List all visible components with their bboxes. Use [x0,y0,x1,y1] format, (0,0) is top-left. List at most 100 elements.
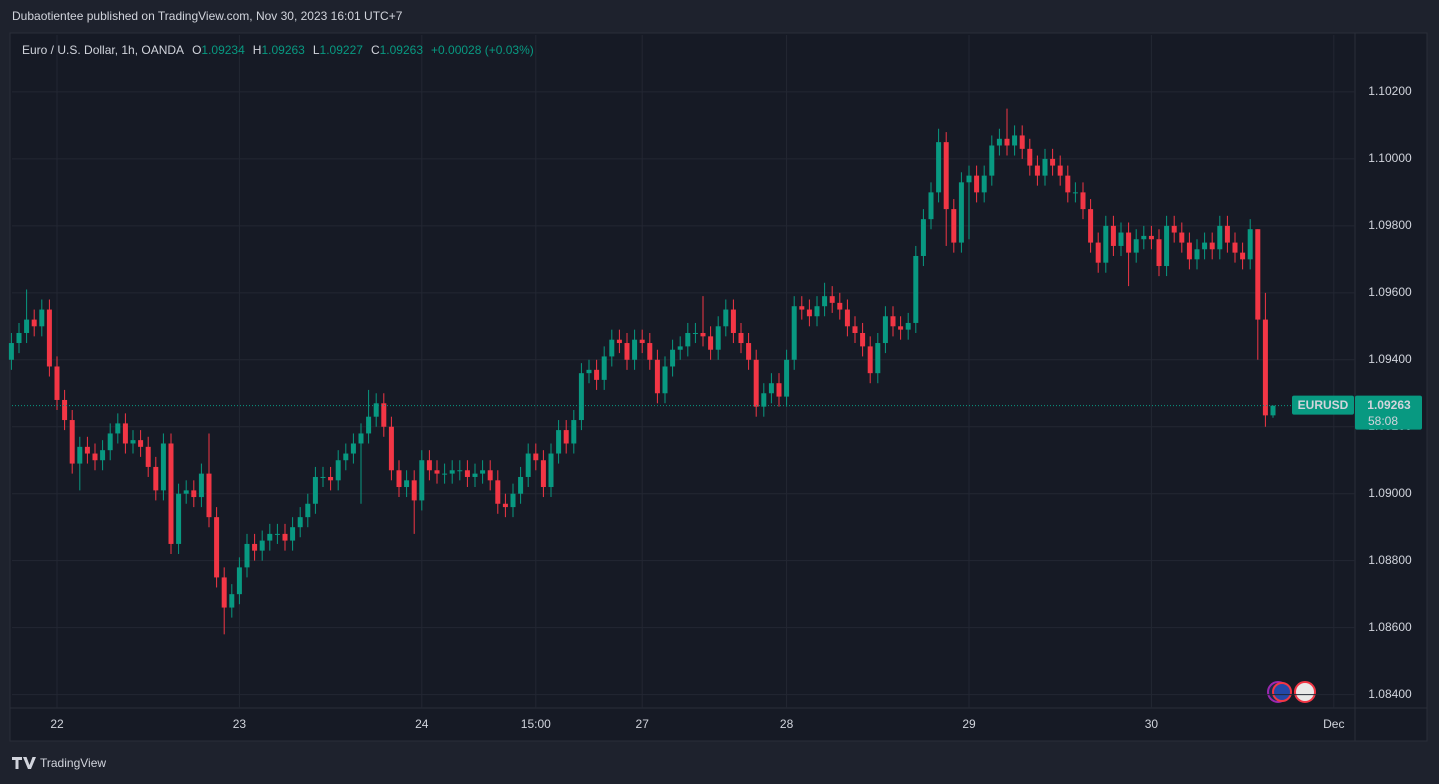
candle-body [464,470,470,477]
candle-body [297,517,303,528]
y-tick-label: 1.09400 [1368,352,1412,366]
candle-body [1232,242,1238,253]
candle-body [191,490,197,498]
x-tick-label: 30 [1145,717,1159,731]
candle-body [951,209,957,243]
candle-body [480,470,486,474]
candle-body [540,460,546,488]
candle-body [662,366,668,394]
candle-body [229,594,235,608]
candle-body [366,416,372,434]
candle-body [730,309,736,333]
candle-body [768,383,774,394]
candle-body [692,332,698,334]
candle-body [145,446,151,467]
x-tick-label: 28 [780,717,794,731]
candle-body [290,527,296,541]
x-tick-label: 29 [962,717,976,731]
candle-body [1186,242,1192,260]
candle-body [563,430,569,444]
candle-body [1240,252,1246,260]
candle-body [1004,138,1010,146]
candle-body [920,219,926,256]
candle-body [624,343,630,360]
candle-body [1095,242,1101,263]
candle-body [867,346,873,374]
candle-body [882,316,888,344]
x-tick-label: Dec [1323,717,1344,731]
legend-item: 1.09234 [201,43,245,57]
candle-body [312,476,318,504]
y-tick-label: 1.08800 [1368,553,1412,567]
candle-body [282,533,288,541]
candle-body [829,296,835,303]
legend-item: C [371,43,380,57]
candle-body [799,306,805,310]
candle-body [1217,225,1223,250]
y-tick-label: 1.10000 [1368,151,1412,165]
candle-body [1179,232,1185,243]
candle-body [913,255,919,323]
x-tick-label: 27 [636,717,650,731]
candle-body [267,533,273,541]
candle-body [1209,242,1215,250]
candle-body [457,470,463,472]
candle-body [160,443,166,491]
candle-body [198,473,204,498]
candle-body [1247,229,1253,260]
candle-body [426,460,432,471]
candle-body [244,543,250,568]
candles [8,108,1276,635]
candle-body [616,339,622,344]
candle-body [404,480,410,488]
candle-body [708,336,714,350]
y-tick-label: 1.08400 [1368,687,1412,701]
x-tick-label: 24 [415,717,429,731]
candle-body [107,433,113,451]
candle-body [966,175,972,183]
candle-body [54,366,60,400]
candle-body [77,446,83,464]
legend-item: L [313,43,320,57]
price-tag-value: 1.09263 [1367,398,1411,412]
candle-body [974,175,980,193]
candle-body [1080,192,1086,210]
candle-body [837,302,843,310]
candle-body [206,473,212,518]
flag-eu-inner [1272,682,1292,702]
x-tick-label: 23 [233,717,247,731]
legend-item: O [192,43,201,57]
candle-body [928,192,934,220]
candle-body [556,430,562,454]
candle-body [419,460,425,501]
candle-body [69,420,75,464]
candle-body [84,446,90,454]
y-tick-label: 1.09000 [1368,486,1412,500]
candle-body [1164,225,1170,267]
candle-body [525,453,531,477]
candle-body [1156,239,1162,267]
candle-body [259,540,265,551]
candle-body [1012,135,1018,146]
candle-body [1270,405,1276,416]
candle-body [502,503,508,508]
candle-body [958,182,964,243]
candle-body [753,359,759,407]
footer-logo: TradingView [12,756,106,770]
candle-body [24,319,30,333]
candle-body [1027,148,1033,166]
candle-body [586,369,592,374]
candle-body [776,383,782,397]
candle-body [1148,235,1154,240]
candle-body [1019,135,1025,149]
candle-body [1194,249,1200,260]
candle-body [1050,158,1056,166]
candle-body [594,369,600,380]
candle-body [761,393,767,407]
candle-body [898,326,904,330]
candle-body [548,453,554,488]
legend-item: H [253,43,262,57]
candle-body [875,343,881,374]
candle-body [791,306,797,360]
